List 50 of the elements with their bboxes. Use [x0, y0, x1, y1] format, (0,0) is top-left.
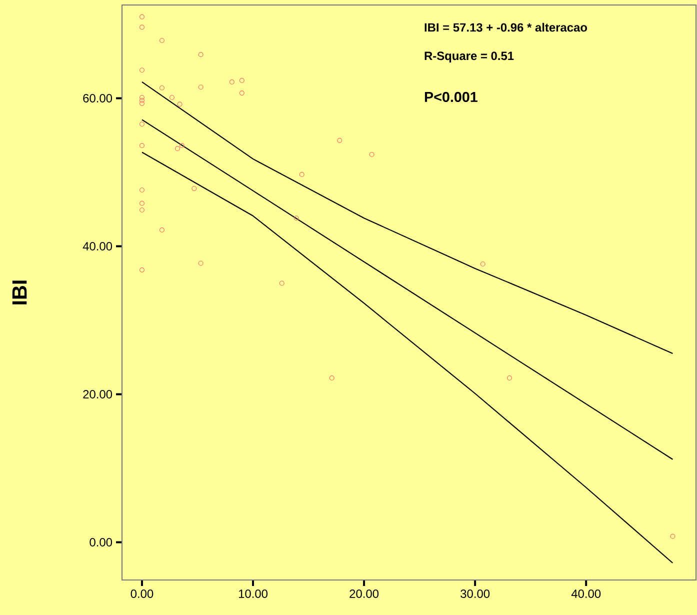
annotation: IBI = 57.13 + -0.96 * alteracao	[424, 22, 587, 32]
point	[139, 98, 145, 103]
y-tick-label: 40.00	[82, 242, 112, 250]
point	[139, 207, 145, 213]
point	[159, 85, 165, 90]
point	[159, 227, 165, 233]
point	[229, 79, 234, 84]
point	[480, 261, 486, 267]
point	[139, 68, 145, 73]
point	[299, 172, 304, 177]
point	[139, 267, 145, 272]
point	[198, 84, 204, 90]
line-series	[141, 152, 674, 564]
y-tick-label: 60.00	[83, 94, 112, 102]
point	[139, 24, 145, 30]
point	[177, 102, 182, 107]
x-tick-label: 40.00	[571, 590, 601, 598]
point	[174, 146, 180, 152]
x-tick-label: 30.00	[460, 590, 490, 598]
point	[139, 200, 145, 206]
point	[670, 534, 676, 539]
point	[329, 375, 334, 381]
point	[169, 94, 175, 100]
point	[337, 138, 342, 143]
x-tick-label: 0.00	[130, 590, 154, 598]
x-tick-label: 10.00	[238, 590, 268, 598]
point	[279, 280, 284, 286]
point	[192, 186, 197, 192]
point	[198, 52, 204, 58]
point	[294, 216, 299, 221]
point	[139, 14, 145, 20]
point	[239, 90, 244, 96]
point	[139, 100, 145, 106]
y-tick-label: 20.00	[83, 390, 112, 398]
annotation: R-Square = 0.51	[424, 52, 514, 62]
point	[239, 78, 244, 84]
point	[139, 94, 145, 100]
point	[139, 187, 145, 193]
point	[198, 260, 204, 266]
x-tick-label: 20.00	[350, 590, 379, 598]
point	[369, 152, 374, 158]
point	[179, 143, 184, 148]
annotation: P<0.001	[424, 92, 478, 102]
line-series	[141, 81, 674, 354]
point	[159, 38, 165, 44]
point	[139, 143, 145, 148]
point	[139, 122, 145, 127]
y-tick-label: 0.00	[90, 538, 112, 546]
point	[506, 375, 512, 381]
y-axis-title: IBI	[12, 280, 27, 304]
